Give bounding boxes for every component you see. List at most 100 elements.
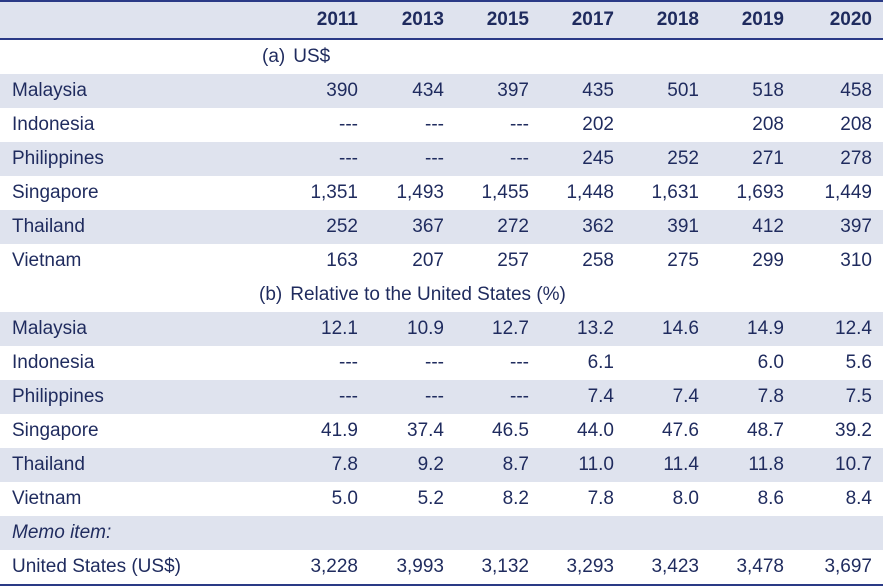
table-cell: 5.0 [331, 488, 358, 509]
country-label: Malaysia [12, 318, 87, 339]
table-cell: 48.7 [747, 420, 784, 441]
table-cell: --- [510, 352, 529, 373]
table-cell: 1,631 [651, 182, 699, 203]
table-cell: 275 [667, 250, 699, 271]
table-cell: 8.2 [502, 488, 529, 509]
table-row: Singapore 1,351 1,493 1,455 1,448 1,631 … [0, 176, 883, 210]
table-cell: 7.8 [757, 386, 784, 407]
table-cell: 245 [582, 148, 614, 169]
section-b-heading-row: (b) Relative to the United States (%) [0, 278, 883, 312]
table-cell: 1,351 [310, 182, 358, 203]
table-cell: 390 [326, 80, 358, 101]
memo-heading-row: Memo item: [0, 516, 883, 550]
table-cell: 11.0 [578, 454, 614, 475]
year-header: 2015 [486, 9, 529, 30]
table-cell: --- [339, 352, 358, 373]
table-cell: 367 [412, 216, 444, 237]
table-row: Indonesia --- --- --- 6.1 6.0 5.6 [0, 346, 883, 380]
table-cell: --- [425, 148, 444, 169]
table-cell: 208 [840, 114, 872, 135]
country-label: Thailand [12, 454, 85, 475]
table-cell: 37.4 [407, 420, 444, 441]
table-cell: 207 [412, 250, 444, 271]
table-cell: 44.0 [577, 420, 614, 441]
table-cell: 12.1 [321, 318, 358, 339]
table-cell: 412 [752, 216, 784, 237]
year-header: 2019 [741, 9, 784, 30]
table-row: Singapore 41.9 37.4 46.5 44.0 47.6 48.7 … [0, 414, 883, 448]
table-cell: 362 [582, 216, 614, 237]
table-row: Thailand 7.8 9.2 8.7 11.0 11.4 11.8 10.7 [0, 448, 883, 482]
section-b-title: Relative to the United States (%) [290, 284, 566, 305]
table-row: Philippines --- --- --- 7.4 7.4 7.8 7.5 [0, 380, 883, 414]
table-cell: 46.5 [492, 420, 529, 441]
table-cell: 1,693 [736, 182, 784, 203]
table-cell: 252 [326, 216, 358, 237]
table-cell: 208 [752, 114, 784, 135]
year-header: 2018 [656, 9, 699, 30]
table-cell: 7.5 [845, 386, 872, 407]
table-cell: 10.9 [407, 318, 444, 339]
table-cell: 7.4 [672, 386, 699, 407]
country-label: United States (US$) [12, 556, 181, 577]
year-header: 2011 [316, 9, 358, 30]
table-cell: 271 [752, 148, 784, 169]
table-cell: 8.4 [845, 488, 872, 509]
table-cell: 12.7 [492, 318, 529, 339]
table-cell: 47.6 [662, 420, 699, 441]
table-row: Vietnam 5.0 5.2 8.2 7.8 8.0 8.6 8.4 [0, 482, 883, 516]
table-cell: 5.2 [417, 488, 444, 509]
section-a-heading-row: (a) US$ [0, 40, 883, 74]
country-label: Malaysia [12, 80, 87, 101]
table-header-row: 2011 2013 2015 2017 2018 2019 2020 [0, 0, 883, 40]
table-cell: 272 [497, 216, 529, 237]
table-cell: 1,493 [396, 182, 444, 203]
table-cell: 3,993 [396, 556, 444, 577]
table-cell: 278 [840, 148, 872, 169]
table-row: Thailand 252 367 272 362 391 412 397 [0, 210, 883, 244]
table-cell: 3,697 [824, 556, 872, 577]
table-cell: 163 [326, 250, 358, 271]
table-cell: 13.2 [577, 318, 614, 339]
memo-label: Memo item: [12, 522, 112, 543]
section-b-heading: (b) Relative to the United States (%) [259, 278, 566, 312]
year-header: 2013 [401, 9, 444, 30]
country-label: Indonesia [12, 352, 95, 373]
table-cell: 3,423 [651, 556, 699, 577]
table-cell: 458 [840, 80, 872, 101]
country-label: Singapore [12, 420, 99, 441]
table-cell: 41.9 [321, 420, 358, 441]
table-cell: 7.4 [587, 386, 614, 407]
table-row: Malaysia 390 434 397 435 501 518 458 [0, 74, 883, 108]
section-a-heading: (a) US$ [262, 40, 330, 74]
table-cell: 1,449 [824, 182, 872, 203]
table-cell: 1,455 [481, 182, 529, 203]
country-label: Singapore [12, 182, 99, 203]
country-label: Philippines [12, 148, 104, 169]
table-cell: 1,448 [566, 182, 614, 203]
table-cell: 8.6 [757, 488, 784, 509]
table-cell: --- [339, 386, 358, 407]
table-row: Indonesia --- --- --- 202 208 208 [0, 108, 883, 142]
table-cell: 3,478 [736, 556, 784, 577]
table-cell: --- [425, 352, 444, 373]
table-cell: --- [510, 386, 529, 407]
table-cell: 7.8 [331, 454, 358, 475]
table-cell: 6.0 [757, 352, 784, 373]
table-cell: 434 [412, 80, 444, 101]
table-cell: 14.9 [747, 318, 784, 339]
table-cell: 11.4 [663, 454, 699, 475]
table-cell: 518 [752, 80, 784, 101]
table-cell: 310 [840, 250, 872, 271]
table-cell: 10.7 [835, 454, 872, 475]
table-cell: 3,228 [310, 556, 358, 577]
table-cell: --- [339, 114, 358, 135]
table-cell: 3,132 [481, 556, 529, 577]
table-cell: 7.8 [587, 488, 614, 509]
table-cell: 39.2 [835, 420, 872, 441]
country-label: Thailand [12, 216, 85, 237]
table-cell: 435 [582, 80, 614, 101]
table-cell: 397 [497, 80, 529, 101]
table-cell: --- [425, 386, 444, 407]
table-cell: 6.1 [587, 352, 614, 373]
